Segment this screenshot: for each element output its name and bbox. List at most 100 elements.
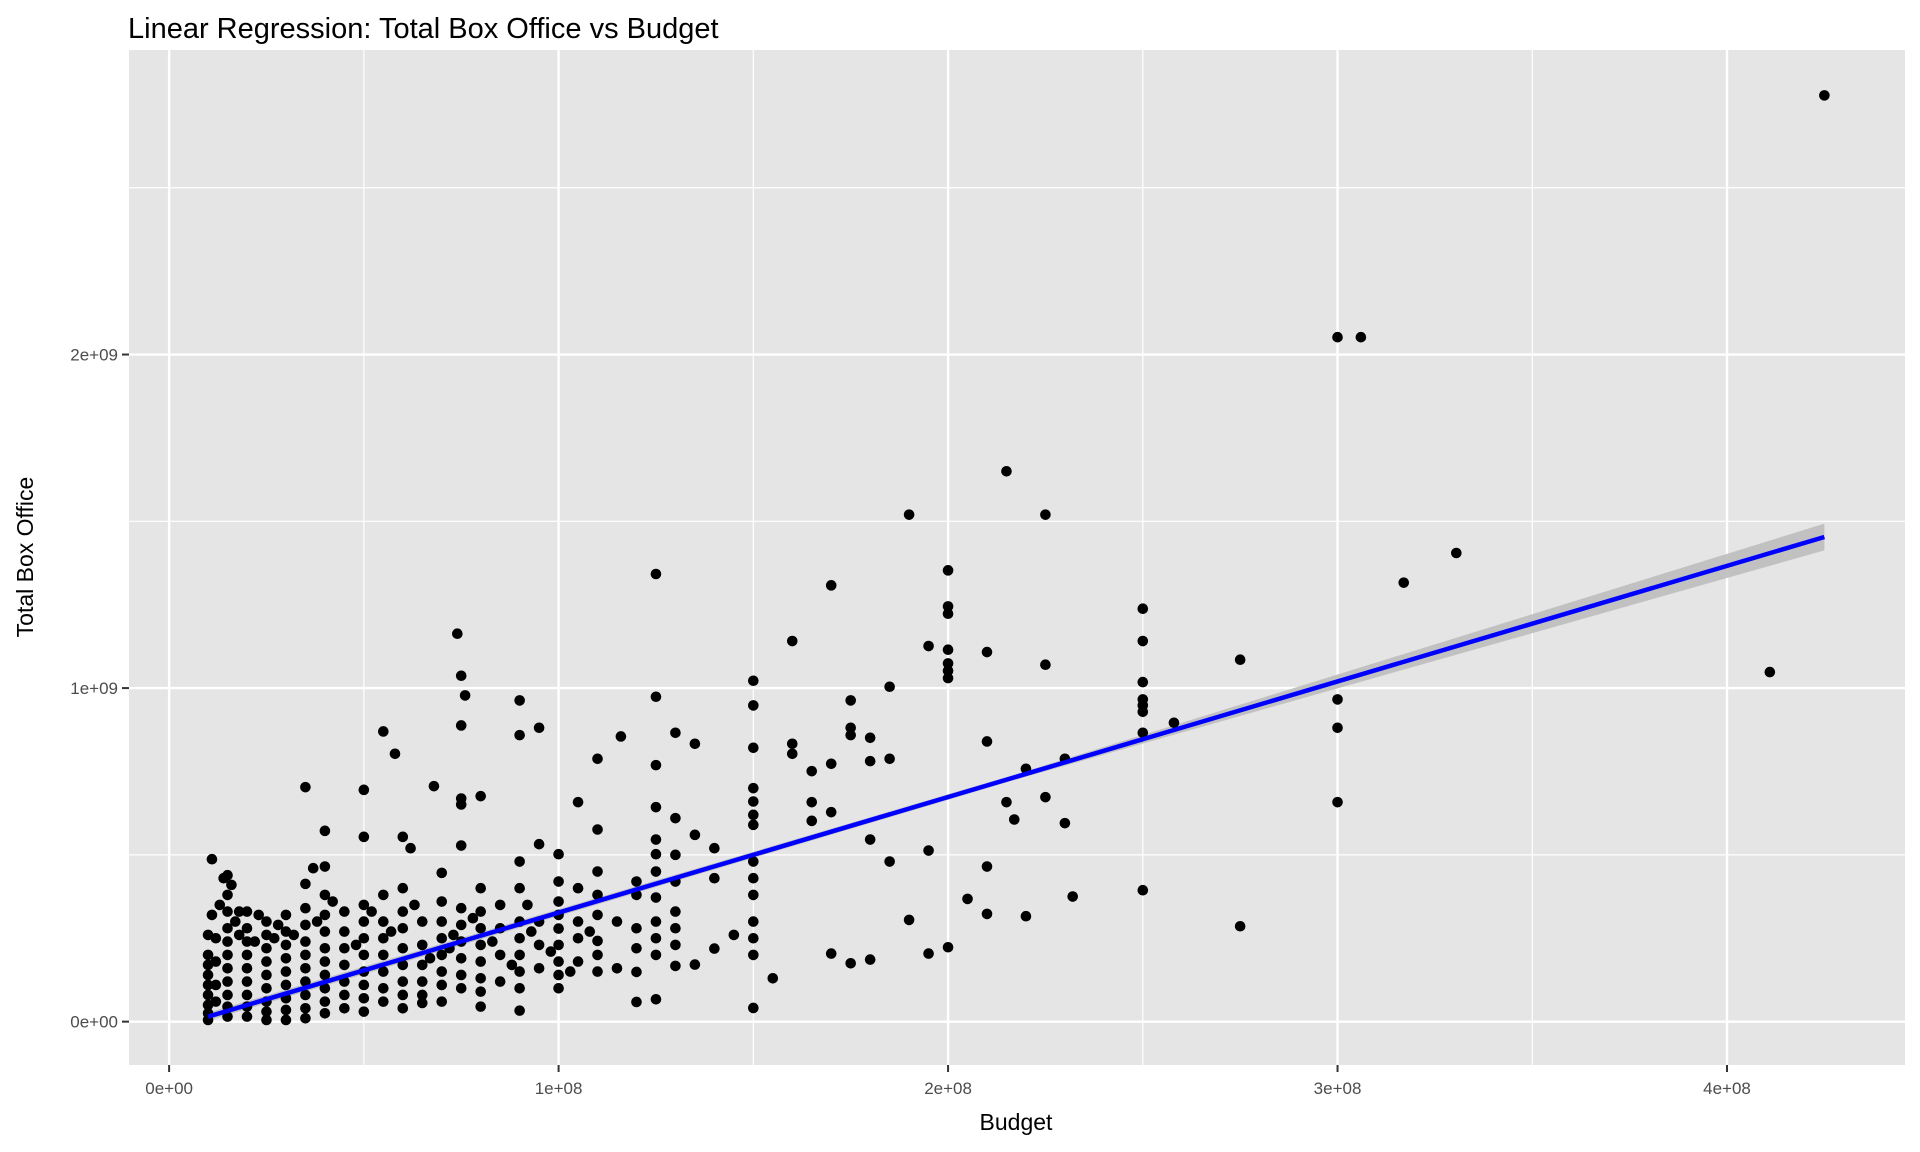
data-point	[553, 848, 564, 860]
data-point	[506, 959, 518, 971]
data-point	[222, 889, 233, 901]
chart-title: Linear Regression: Total Box Office vs B…	[128, 13, 719, 45]
data-point	[631, 876, 642, 887]
data-point	[222, 989, 233, 1001]
data-point	[533, 939, 545, 951]
data-point	[864, 834, 876, 845]
data-point	[261, 969, 272, 981]
data-point	[514, 729, 525, 741]
grid-lines	[129, 50, 1905, 1065]
data-point	[378, 726, 389, 737]
data-point	[339, 1002, 350, 1014]
data-point	[494, 976, 506, 987]
data-point	[475, 922, 486, 934]
data-point	[397, 831, 409, 843]
data-point	[455, 720, 467, 731]
data-point	[1059, 817, 1071, 829]
data-point	[942, 601, 954, 612]
data-point	[572, 882, 584, 894]
data-point	[358, 1006, 370, 1017]
data-point	[923, 845, 934, 856]
data-point	[241, 922, 253, 934]
data-point	[280, 1004, 292, 1016]
data-point	[1398, 577, 1410, 588]
data-point	[339, 989, 350, 1001]
data-point	[436, 996, 448, 1007]
data-point	[572, 916, 584, 927]
x-tick-label: 4e+08	[1703, 1079, 1751, 1098]
plot-panel	[129, 50, 1905, 1065]
data-point	[825, 758, 837, 770]
data-point	[358, 992, 370, 1004]
data-point	[397, 942, 409, 954]
data-point	[689, 738, 701, 750]
data-point	[300, 989, 311, 1001]
data-point	[650, 568, 662, 580]
data-point	[311, 916, 323, 927]
x-tick-label: 0e+00	[145, 1079, 193, 1098]
x-tick-label: 1e+08	[535, 1079, 583, 1098]
data-point	[280, 1014, 292, 1026]
data-point	[1020, 910, 1032, 922]
data-point	[545, 946, 557, 957]
data-point	[884, 856, 895, 867]
data-point	[428, 780, 440, 792]
data-point	[611, 916, 623, 927]
y-axis: 0e+00 1e+09 2e+09	[70, 346, 129, 1032]
data-point	[748, 932, 759, 944]
data-point	[222, 906, 233, 917]
data-point	[748, 889, 759, 901]
data-point	[884, 753, 895, 765]
data-point	[631, 966, 642, 978]
data-point	[825, 580, 837, 591]
data-point	[514, 856, 525, 867]
data-point	[397, 1002, 409, 1014]
data-point	[222, 936, 233, 947]
data-point	[767, 972, 779, 984]
data-point	[300, 976, 311, 987]
data-point	[452, 628, 463, 640]
data-point	[748, 675, 759, 687]
data-point	[455, 840, 467, 851]
data-point	[1001, 465, 1012, 477]
data-point	[389, 748, 401, 760]
data-point	[202, 929, 214, 941]
data-point	[241, 1011, 253, 1022]
data-point	[592, 889, 603, 901]
data-point	[261, 1014, 272, 1026]
data-point	[650, 916, 662, 927]
data-point	[241, 962, 253, 974]
data-point	[806, 765, 818, 777]
y-axis-title: Total Box Office	[12, 477, 38, 638]
data-point	[572, 956, 584, 967]
data-point	[358, 979, 370, 991]
data-point	[358, 784, 370, 796]
data-point	[436, 896, 448, 907]
data-point	[459, 690, 471, 701]
data-point	[592, 909, 603, 921]
data-point	[845, 729, 856, 741]
data-point	[300, 902, 311, 914]
data-point	[533, 722, 545, 734]
data-point	[424, 952, 436, 964]
data-point	[864, 732, 876, 744]
data-point	[222, 976, 233, 987]
data-point	[1764, 666, 1776, 678]
data-point	[806, 796, 818, 808]
data-point	[241, 949, 253, 961]
data-point	[416, 989, 428, 1001]
data-point	[670, 906, 681, 917]
data-point	[253, 909, 264, 921]
data-point	[222, 962, 233, 974]
data-point	[962, 893, 973, 905]
data-point	[650, 801, 662, 813]
data-point	[378, 982, 389, 994]
data-point	[825, 948, 837, 959]
data-point	[300, 1002, 311, 1014]
data-point	[222, 949, 233, 961]
data-point	[806, 815, 818, 827]
data-point	[845, 695, 856, 706]
data-point	[214, 899, 226, 911]
data-point	[514, 949, 525, 961]
data-point	[300, 962, 311, 974]
